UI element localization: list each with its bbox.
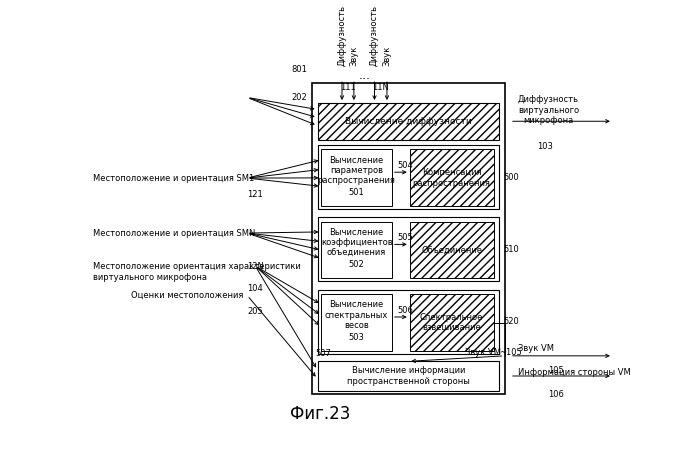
Text: 202: 202: [291, 93, 307, 102]
Text: 12N: 12N: [247, 261, 264, 270]
Text: 106: 106: [548, 390, 563, 399]
Text: 121: 121: [247, 190, 263, 199]
Bar: [322, 222, 392, 278]
Text: 104: 104: [247, 284, 263, 293]
Text: Диффузность
виртуального
микрофона: Диффузность виртуального микрофона: [518, 95, 579, 125]
Text: ...: ...: [358, 69, 370, 82]
Text: 510: 510: [503, 245, 519, 254]
Bar: [322, 149, 392, 206]
Text: 11N: 11N: [372, 83, 389, 92]
Bar: [312, 83, 505, 394]
Text: 520: 520: [503, 317, 519, 327]
Text: 505: 505: [397, 233, 413, 242]
Text: 502: 502: [349, 260, 364, 269]
Text: 503: 503: [349, 333, 365, 342]
Bar: [410, 149, 493, 206]
Text: Диффузность: Диффузность: [370, 5, 379, 66]
Text: ~105: ~105: [499, 347, 522, 357]
Text: Объединение: Объединение: [421, 246, 482, 255]
Text: 205: 205: [247, 307, 263, 317]
Text: 111: 111: [340, 83, 356, 92]
Bar: [317, 361, 499, 391]
Text: Фиг.23: Фиг.23: [290, 406, 350, 424]
Text: 507: 507: [315, 348, 331, 357]
Text: 500: 500: [503, 173, 519, 182]
Bar: [317, 145, 499, 209]
Bar: [410, 222, 493, 278]
Bar: [322, 294, 392, 351]
Text: Вычисление
коэффициентов
объединения: Вычисление коэффициентов объединения: [321, 228, 392, 258]
Text: Местоположение и ориентация SMN: Местоположение и ориентация SMN: [93, 228, 255, 238]
Text: 105: 105: [548, 366, 563, 375]
Text: Местоположение и ориентация SM1: Местоположение и ориентация SM1: [93, 174, 254, 183]
Text: Вычисление
спектральных
весов: Вычисление спектральных весов: [325, 300, 389, 330]
Text: виртуального микрофона: виртуального микрофона: [93, 273, 207, 281]
Text: Спектральное
взвешивание: Спектральное взвешивание: [420, 313, 484, 332]
Text: Звук VM: Звук VM: [465, 347, 501, 357]
Text: Звук VM: Звук VM: [518, 344, 554, 353]
Text: Звук: Звук: [350, 46, 359, 66]
Text: Оценки местоположения: Оценки местоположения: [131, 291, 243, 300]
Text: Вычисление информации
пространственной стороны: Вычисление информации пространственной с…: [347, 367, 470, 386]
Text: Диффузность: Диффузность: [338, 5, 347, 66]
Text: Компенсация
распространения: Компенсация распространения: [412, 168, 491, 188]
Text: Вычисление
параметров
распространения: Вычисление параметров распространения: [317, 156, 396, 186]
Text: Вычисление диффузности: Вычисление диффузности: [345, 117, 472, 126]
Bar: [317, 290, 499, 354]
Text: 501: 501: [349, 188, 364, 197]
Bar: [410, 294, 493, 351]
Text: 504: 504: [397, 161, 413, 170]
Text: 506: 506: [397, 306, 413, 315]
Text: Информация стороны VM: Информация стороны VM: [518, 368, 630, 377]
Text: 801: 801: [291, 65, 307, 74]
Text: 103: 103: [537, 142, 553, 151]
Text: Местоположение ориентация характеристики: Местоположение ориентация характеристики: [93, 261, 301, 270]
Bar: [317, 103, 499, 139]
Bar: [317, 217, 499, 281]
Text: Звук: Звук: [382, 46, 391, 66]
